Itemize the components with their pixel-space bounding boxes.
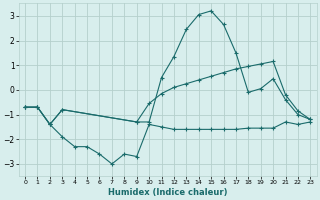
X-axis label: Humidex (Indice chaleur): Humidex (Indice chaleur) <box>108 188 228 197</box>
